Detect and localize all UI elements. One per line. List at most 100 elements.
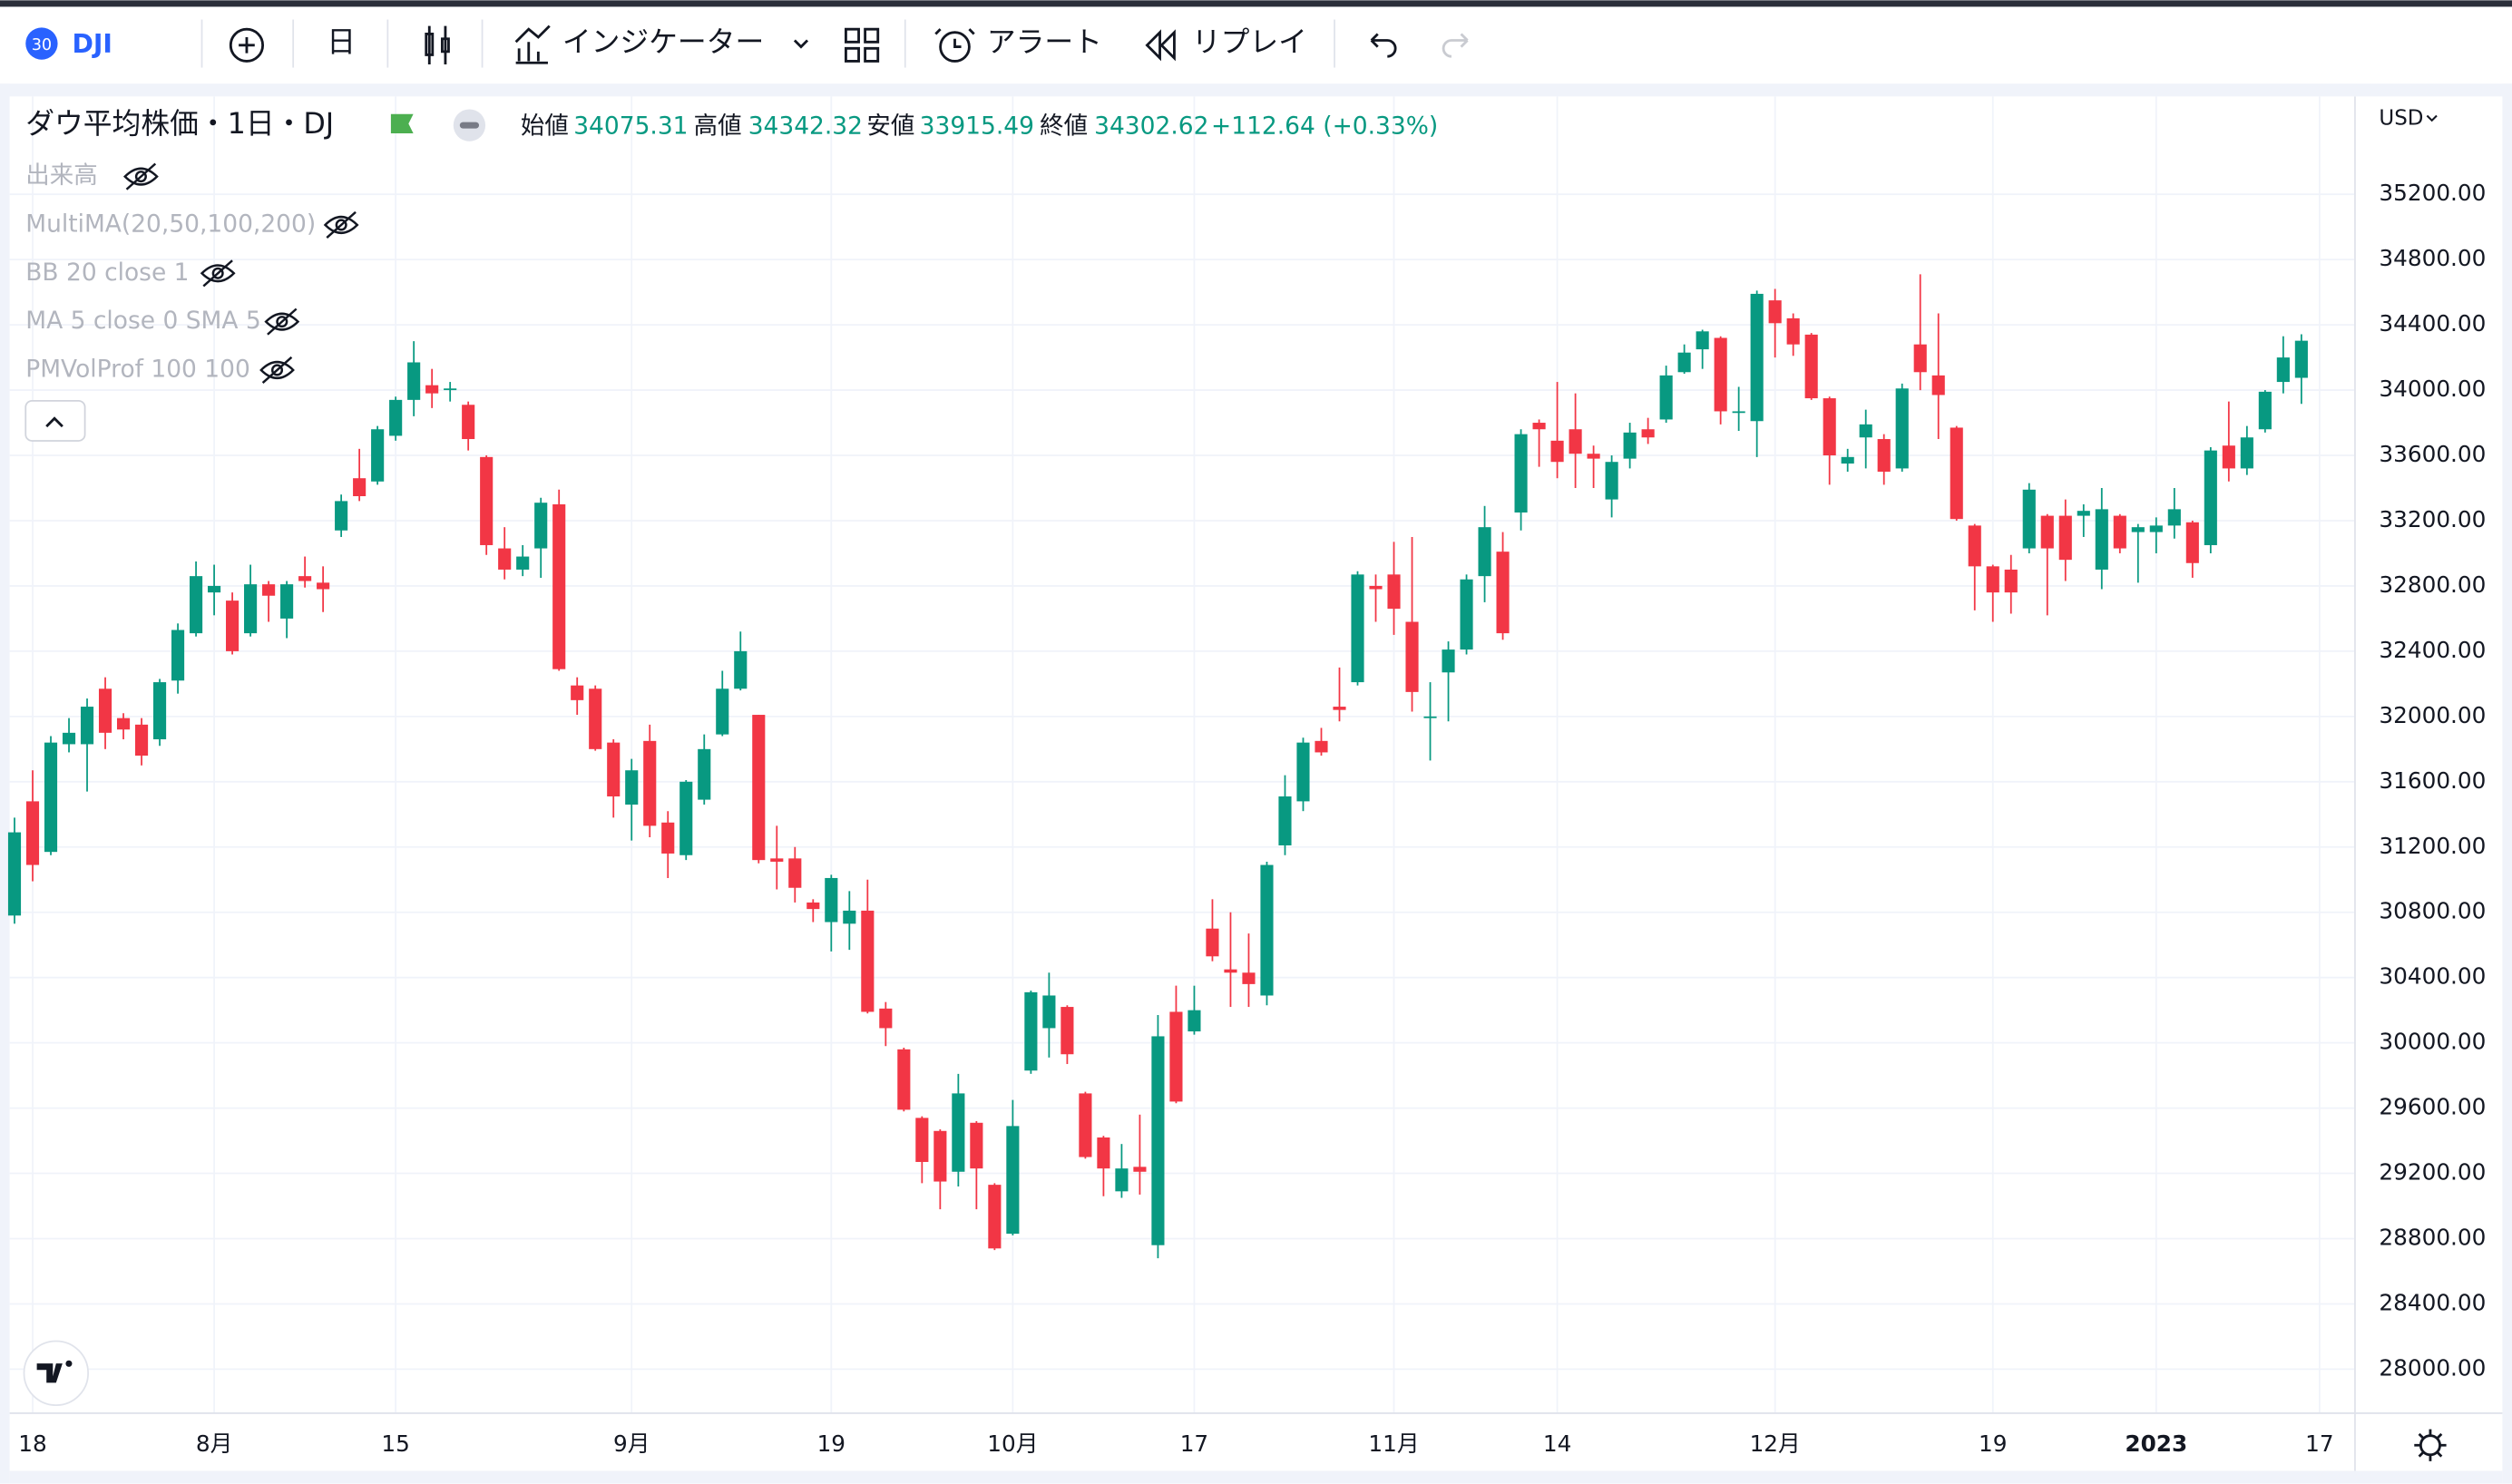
logo-mark: [36, 1360, 73, 1383]
candle-body: [1732, 411, 1745, 414]
low-value: 33915.49: [920, 112, 1034, 140]
x-tick-label: 10月: [987, 1430, 1038, 1457]
candle-body: [1550, 440, 1564, 463]
badge-text: 30: [32, 36, 52, 54]
settings-teeth: [2414, 1429, 2447, 1461]
candle-body: [1641, 429, 1655, 438]
right-gap: [2502, 83, 2512, 1484]
x-tick-label: 18: [18, 1430, 46, 1457]
hidden-eye[interactable]: [264, 308, 300, 336]
low-label: 安値: [866, 112, 914, 140]
candle-body: [825, 877, 838, 923]
candle-body: [1133, 1167, 1147, 1172]
y-tick-label: 30400.00: [2379, 963, 2486, 990]
candle-body: [1242, 972, 1256, 984]
undo[interactable]: [1370, 33, 1397, 58]
candle-body: [1895, 388, 1909, 469]
eye-slash: [326, 210, 357, 239]
add-symbol[interactable]: [229, 27, 265, 63]
candle-body: [1768, 300, 1782, 324]
candle-body: [1333, 707, 1346, 710]
candle-body: [1387, 574, 1401, 610]
redo[interactable]: [1442, 33, 1469, 58]
candle-body: [1913, 344, 1927, 373]
candle-body: [2240, 437, 2253, 469]
candle-body: [1696, 331, 1709, 350]
y-tick-label: 30000.00: [2379, 1029, 2486, 1055]
currency-chevron: [2426, 114, 2438, 122]
candle-body: [1460, 579, 1473, 650]
hidden-eye[interactable]: [200, 259, 236, 288]
candle-body: [353, 478, 367, 496]
hidden-eye[interactable]: [259, 356, 295, 384]
y-tick-label: 34800.00: [2379, 245, 2486, 271]
x-tick-label: 17: [2305, 1430, 2333, 1457]
candle-body: [534, 503, 548, 549]
hidden-eye[interactable]: [323, 210, 359, 239]
x-tick-label: 15: [381, 1430, 409, 1457]
hidden-eye[interactable]: [122, 162, 159, 190]
candle-body: [952, 1093, 965, 1172]
add-icon: [239, 36, 255, 54]
chart-type[interactable]: [425, 25, 450, 65]
candle-body: [1750, 293, 1764, 422]
candle-body: [625, 770, 639, 805]
eye-slash: [261, 356, 293, 384]
eye-slash: [125, 162, 157, 190]
candle-body: [1659, 375, 1673, 420]
y-tick-label: 33200.00: [2379, 506, 2486, 532]
candle-body: [589, 688, 602, 749]
candle-body: [171, 630, 185, 681]
alert-icon[interactable]: [939, 31, 971, 63]
candle-body: [2095, 509, 2108, 570]
currency[interactable]: USD: [2379, 107, 2423, 131]
candle-body: [843, 910, 856, 924]
candle-body: [407, 362, 421, 400]
alert-icon-detail: [934, 28, 975, 48]
candle-body: [2131, 527, 2145, 532]
candle-body: [152, 682, 167, 740]
symbol-badge[interactable]: [25, 27, 58, 60]
candle-body: [2149, 525, 2163, 532]
candle-body: [1569, 429, 1582, 454]
chevron[interactable]: [793, 39, 809, 49]
candle-body: [1224, 969, 1237, 973]
minus: [459, 122, 480, 129]
indicator-icon[interactable]: [514, 24, 551, 64]
replay-button[interactable]: リプレイ: [1192, 26, 1307, 59]
y-tick-label: 34400.00: [2379, 310, 2486, 337]
y-tick-label: 28800.00: [2379, 1225, 2486, 1251]
replay-icon[interactable]: [1145, 29, 1176, 62]
y-tick-label: 29600.00: [2379, 1094, 2486, 1120]
candle-body: [1496, 552, 1510, 634]
close-label: 終値: [1040, 112, 1088, 140]
y-tick-label: 35200.00: [2379, 180, 2486, 206]
y-tick-label: 32000.00: [2379, 702, 2486, 728]
candle-body: [661, 822, 675, 854]
candle-body: [298, 576, 312, 581]
x-tick-label: 2023: [2125, 1430, 2187, 1457]
candle-body: [1931, 375, 1945, 395]
candle-body: [988, 1185, 1002, 1249]
interval[interactable]: 日: [327, 26, 356, 59]
indicator-name: MultiMA(20,50,100,200): [25, 210, 316, 238]
candle-body: [317, 582, 330, 590]
candle-body: [498, 548, 512, 570]
candle-body: [2222, 445, 2235, 469]
alert-button[interactable]: アラート: [987, 26, 1102, 59]
candle-body: [1623, 432, 1637, 459]
candle-body: [2113, 515, 2126, 549]
candle-body: [1968, 525, 1981, 567]
high-label: 高値: [694, 112, 742, 140]
candle-body: [1841, 456, 1854, 464]
indicators-button[interactable]: インジケーター: [562, 26, 764, 59]
candle-body: [1804, 334, 1818, 399]
candle-body: [1315, 740, 1328, 753]
layout-icon[interactable]: [845, 27, 880, 63]
candle-body: [190, 576, 203, 634]
candle-body: [2258, 391, 2272, 430]
symbol[interactable]: DJI: [72, 29, 112, 59]
toolbar: 30 DJI 日 インジケーター アラート リプレイ: [25, 19, 1469, 68]
candle-body: [44, 742, 58, 853]
candle-body: [1369, 585, 1383, 590]
